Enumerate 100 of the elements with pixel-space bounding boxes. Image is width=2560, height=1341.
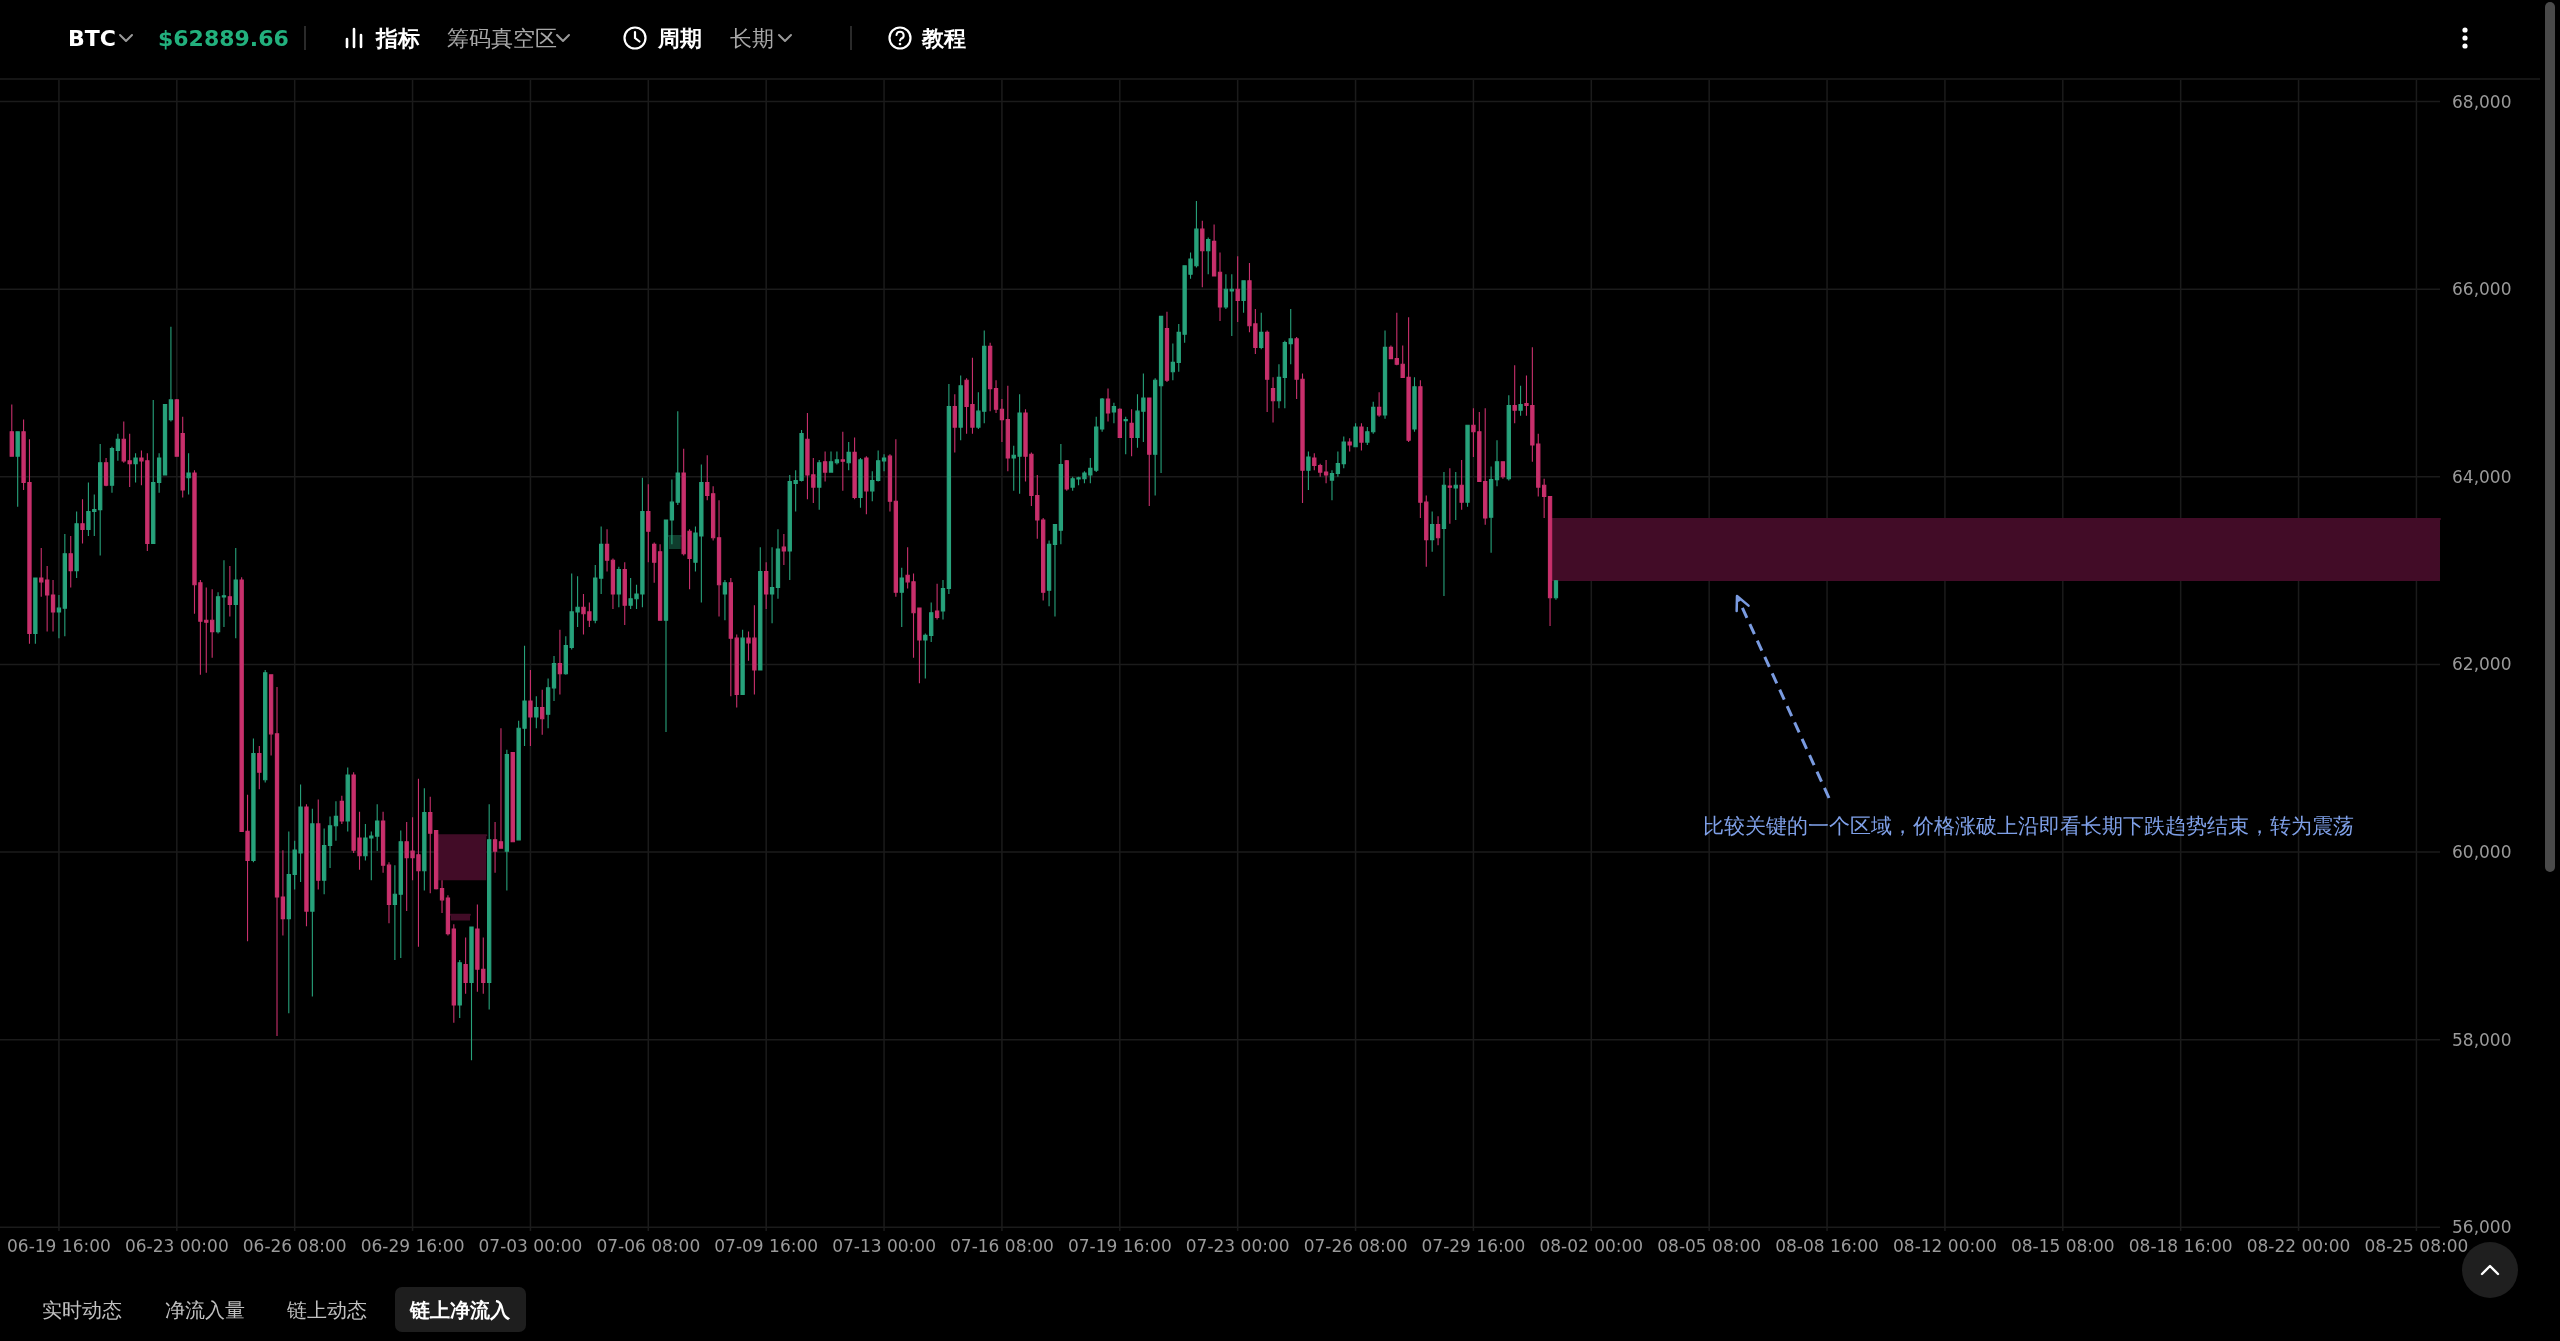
- candlestick: [1453, 471, 1458, 521]
- y-tick-label: 58,000: [2452, 1029, 2512, 1050]
- candlestick: [398, 829, 403, 959]
- candlestick: [221, 559, 227, 628]
- text: 链上净流入: [409, 1298, 511, 1322]
- candlestick: [1058, 443, 1064, 545]
- x-tick-label: 06-26 08:00: [242, 1236, 347, 1256]
- candlestick: [1547, 495, 1553, 627]
- candlestick: [487, 803, 492, 1011]
- candlestick: [504, 749, 510, 892]
- candlestick: [657, 543, 663, 621]
- candlestick: [439, 879, 445, 914]
- candlestick: [934, 583, 940, 620]
- candlestick: [1494, 439, 1500, 487]
- candlestick: [280, 849, 286, 937]
- candlestick: [834, 450, 840, 466]
- candlestick: [740, 629, 745, 695]
- candlestick: [1264, 329, 1270, 413]
- text: 筹码真空区: [447, 25, 557, 51]
- candlestick: [1206, 237, 1211, 275]
- candlestick: [987, 342, 993, 412]
- candlestick: [817, 459, 822, 511]
- candlestick: [80, 498, 85, 544]
- candlestick: [1553, 579, 1559, 601]
- candlestick: [604, 528, 610, 573]
- candlestick: [828, 450, 834, 473]
- y-tick-label: 68,000: [2452, 91, 2512, 112]
- candlestick: [510, 752, 515, 843]
- candlestick: [1447, 467, 1453, 525]
- candlestick: [1217, 252, 1223, 322]
- x-tick-label: 07-23 00:00: [1185, 1236, 1290, 1256]
- candlestick: [758, 546, 763, 671]
- candlestick: [716, 499, 722, 618]
- x-tick-label: 08-18 16:00: [2128, 1236, 2233, 1256]
- candlestick: [457, 959, 462, 1019]
- candlestick: [1412, 376, 1417, 433]
- candlestick: [545, 677, 551, 729]
- x-tick-label: 07-09 16:00: [714, 1236, 819, 1256]
- x-tick-label: 07-13 00:00: [832, 1236, 936, 1256]
- candlestick: [1388, 344, 1394, 360]
- candlestick: [675, 410, 680, 506]
- candlestick: [1347, 437, 1352, 453]
- candlestick: [1123, 416, 1128, 455]
- candlestick: [557, 629, 563, 695]
- candlestick: [646, 483, 651, 563]
- x-tick-label: 08-22 00:00: [2246, 1236, 2351, 1256]
- candlestick: [304, 803, 309, 927]
- candlestick: [33, 577, 38, 645]
- x-tick-label: 07-06 08:00: [596, 1236, 701, 1256]
- candlestick: [1270, 376, 1276, 423]
- candlestick: [846, 441, 851, 471]
- x-tick-label: 07-29 16:00: [1421, 1236, 1526, 1256]
- candlestick: [227, 565, 233, 618]
- chart-title: BTC: [68, 25, 116, 51]
- candlestick: [881, 453, 887, 472]
- x-tick-label: 07-26 08:00: [1303, 1236, 1408, 1256]
- candlestick: [1153, 377, 1158, 497]
- candlestick: [899, 567, 904, 628]
- x-tick-label: 07-16 08:00: [950, 1236, 1054, 1256]
- candlestick: [321, 828, 327, 895]
- candlestick: [887, 453, 893, 513]
- candlestick: [1147, 397, 1152, 507]
- candlestick: [1158, 315, 1164, 474]
- candlestick: [652, 541, 657, 584]
- candlestick: [1241, 280, 1246, 314]
- text: 长期: [730, 25, 774, 51]
- candlestick: [1229, 273, 1234, 337]
- candlestick: [1512, 364, 1517, 424]
- candlestick: [1235, 255, 1240, 323]
- candlestick: [1382, 329, 1388, 420]
- candlestick: [263, 669, 268, 784]
- candlestick: [68, 535, 73, 589]
- candlestick: [1052, 524, 1058, 618]
- candlestick: [852, 436, 857, 500]
- candlestick: [1005, 385, 1010, 472]
- candlestick: [186, 452, 191, 496]
- candlestick: [1329, 469, 1335, 501]
- candlestick: [893, 438, 899, 598]
- text: 链上动态: [286, 1298, 367, 1322]
- x-tick-label: 06-19 16:00: [7, 1236, 111, 1256]
- y-tick-label: 62,000: [2452, 654, 2512, 675]
- candlestick: [1441, 471, 1447, 597]
- candlestick: [1223, 273, 1229, 310]
- candlestick: [551, 655, 557, 702]
- candlestick: [422, 787, 427, 892]
- candlestick: [1200, 220, 1205, 288]
- text: 实时动态: [42, 1298, 122, 1322]
- x-tick-label: 08-12 00:00: [1893, 1236, 1997, 1256]
- text: 净流入量: [165, 1298, 245, 1322]
- candlestick: [103, 457, 109, 487]
- candlestick: [1376, 391, 1382, 418]
- candlestick: [215, 591, 221, 635]
- candlestick: [463, 936, 468, 995]
- text: 指标: [375, 25, 420, 51]
- candlestick: [840, 431, 845, 492]
- candlestick: [15, 431, 20, 508]
- candlestick: [1518, 385, 1523, 417]
- candlestick: [310, 808, 315, 998]
- candlestick: [669, 479, 675, 545]
- text: 周期: [657, 25, 702, 51]
